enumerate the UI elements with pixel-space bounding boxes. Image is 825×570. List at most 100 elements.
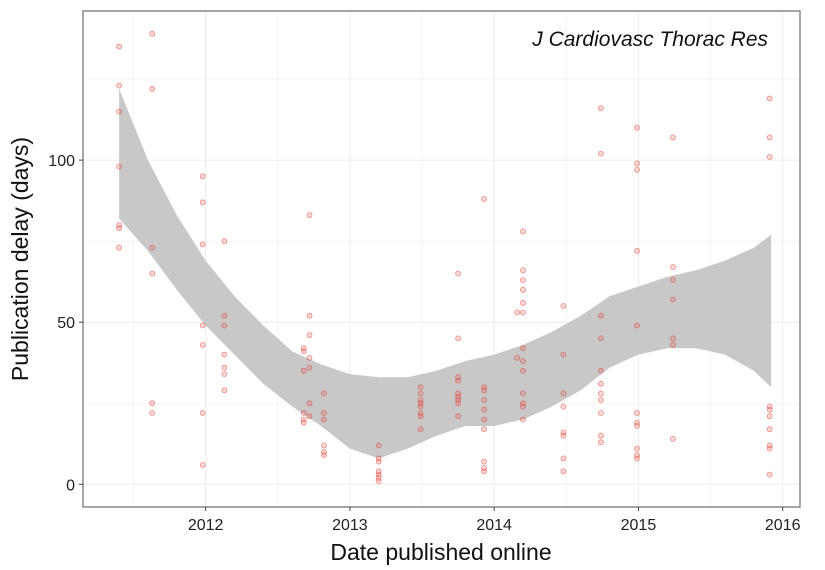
data-point [634,247,640,254]
data-point [455,413,462,420]
y-tick-label: 0 [66,477,75,494]
data-point [306,332,313,339]
data-point [149,244,156,251]
data-point [221,312,228,319]
data-point [598,312,604,319]
x-axis-title: Date published online [330,539,551,565]
data-point [417,384,424,391]
data-point [560,303,567,309]
data-point [116,225,122,232]
data-point [634,410,640,416]
data-point [300,419,307,426]
data-point [520,416,526,423]
data-point [300,367,307,374]
data-point [300,410,307,416]
x-tick-label: 2016 [765,517,801,534]
x-axis: 2012 2013 2014 2015 2016 [188,507,801,534]
data-point [634,445,640,452]
data-point [221,238,228,245]
data-point [520,228,526,235]
data-point [598,397,604,403]
data-point [560,351,567,358]
data-point [670,277,676,284]
data-point [634,160,640,167]
data-point [481,426,488,433]
data-point [221,351,228,358]
data-point [598,105,604,112]
data-point [481,196,488,202]
data-point [320,410,327,416]
data-point [598,367,604,374]
data-point [598,380,604,387]
data-point [670,341,676,348]
data-point [598,150,604,157]
data-point [634,423,640,429]
data-point [634,455,640,462]
data-point [149,85,156,92]
data-point [670,435,676,442]
data-point [199,341,206,348]
data-point [455,400,462,407]
data-point [221,371,228,378]
data-point [149,400,156,407]
data-point [306,354,313,361]
data-point [481,406,488,413]
x-tick-label: 2013 [332,517,368,534]
smooth-confidence-band [119,88,772,459]
data-point [766,426,773,433]
data-point [306,413,313,420]
data-point [514,309,521,316]
grid-major [83,11,800,507]
data-point [300,348,307,355]
data-point [481,468,488,475]
plot-panel: J Cardiovasc Thorac Res [82,10,801,508]
data-point [514,354,521,361]
data-point [320,452,327,459]
data-point [520,358,526,365]
data-point [199,322,206,329]
data-point [634,124,640,131]
data-point [320,442,327,449]
data-point [520,403,526,410]
data-point [766,95,773,102]
data-point [320,416,327,423]
data-point [560,468,567,475]
data-point [670,296,676,303]
data-point [634,322,640,329]
data-point [455,270,462,277]
x-tick-label: 2015 [621,517,657,534]
data-point [417,390,424,397]
data-point [598,410,604,416]
data-point [455,377,462,384]
data-point [149,410,156,416]
data-point [320,390,327,397]
data-point [560,455,567,462]
data-point [417,413,424,420]
data-point [221,322,228,329]
data-point [199,241,206,248]
x-tick-label: 2012 [188,517,224,534]
data-point [670,264,676,271]
data-point [598,335,604,342]
data-point [455,335,462,342]
data-point [520,267,526,274]
data-point [766,445,773,452]
plot-panel-border [82,10,801,508]
data-point [149,30,156,37]
data-point [306,312,313,319]
data-point [199,173,206,180]
y-axis: 0 50 100 [48,153,83,494]
data-point [199,199,206,206]
data-point [221,387,228,394]
data-point [598,432,604,439]
data-point [520,286,526,293]
data-point [116,163,122,170]
data-point [116,82,122,89]
data-point [116,244,122,251]
data-point [375,442,382,449]
panel-title: J Cardiovasc Thorac Res [531,28,768,51]
x-tick-label: 2014 [476,517,512,534]
y-tick-label: 100 [48,153,75,170]
data-point [560,390,567,397]
data-point [520,345,526,352]
